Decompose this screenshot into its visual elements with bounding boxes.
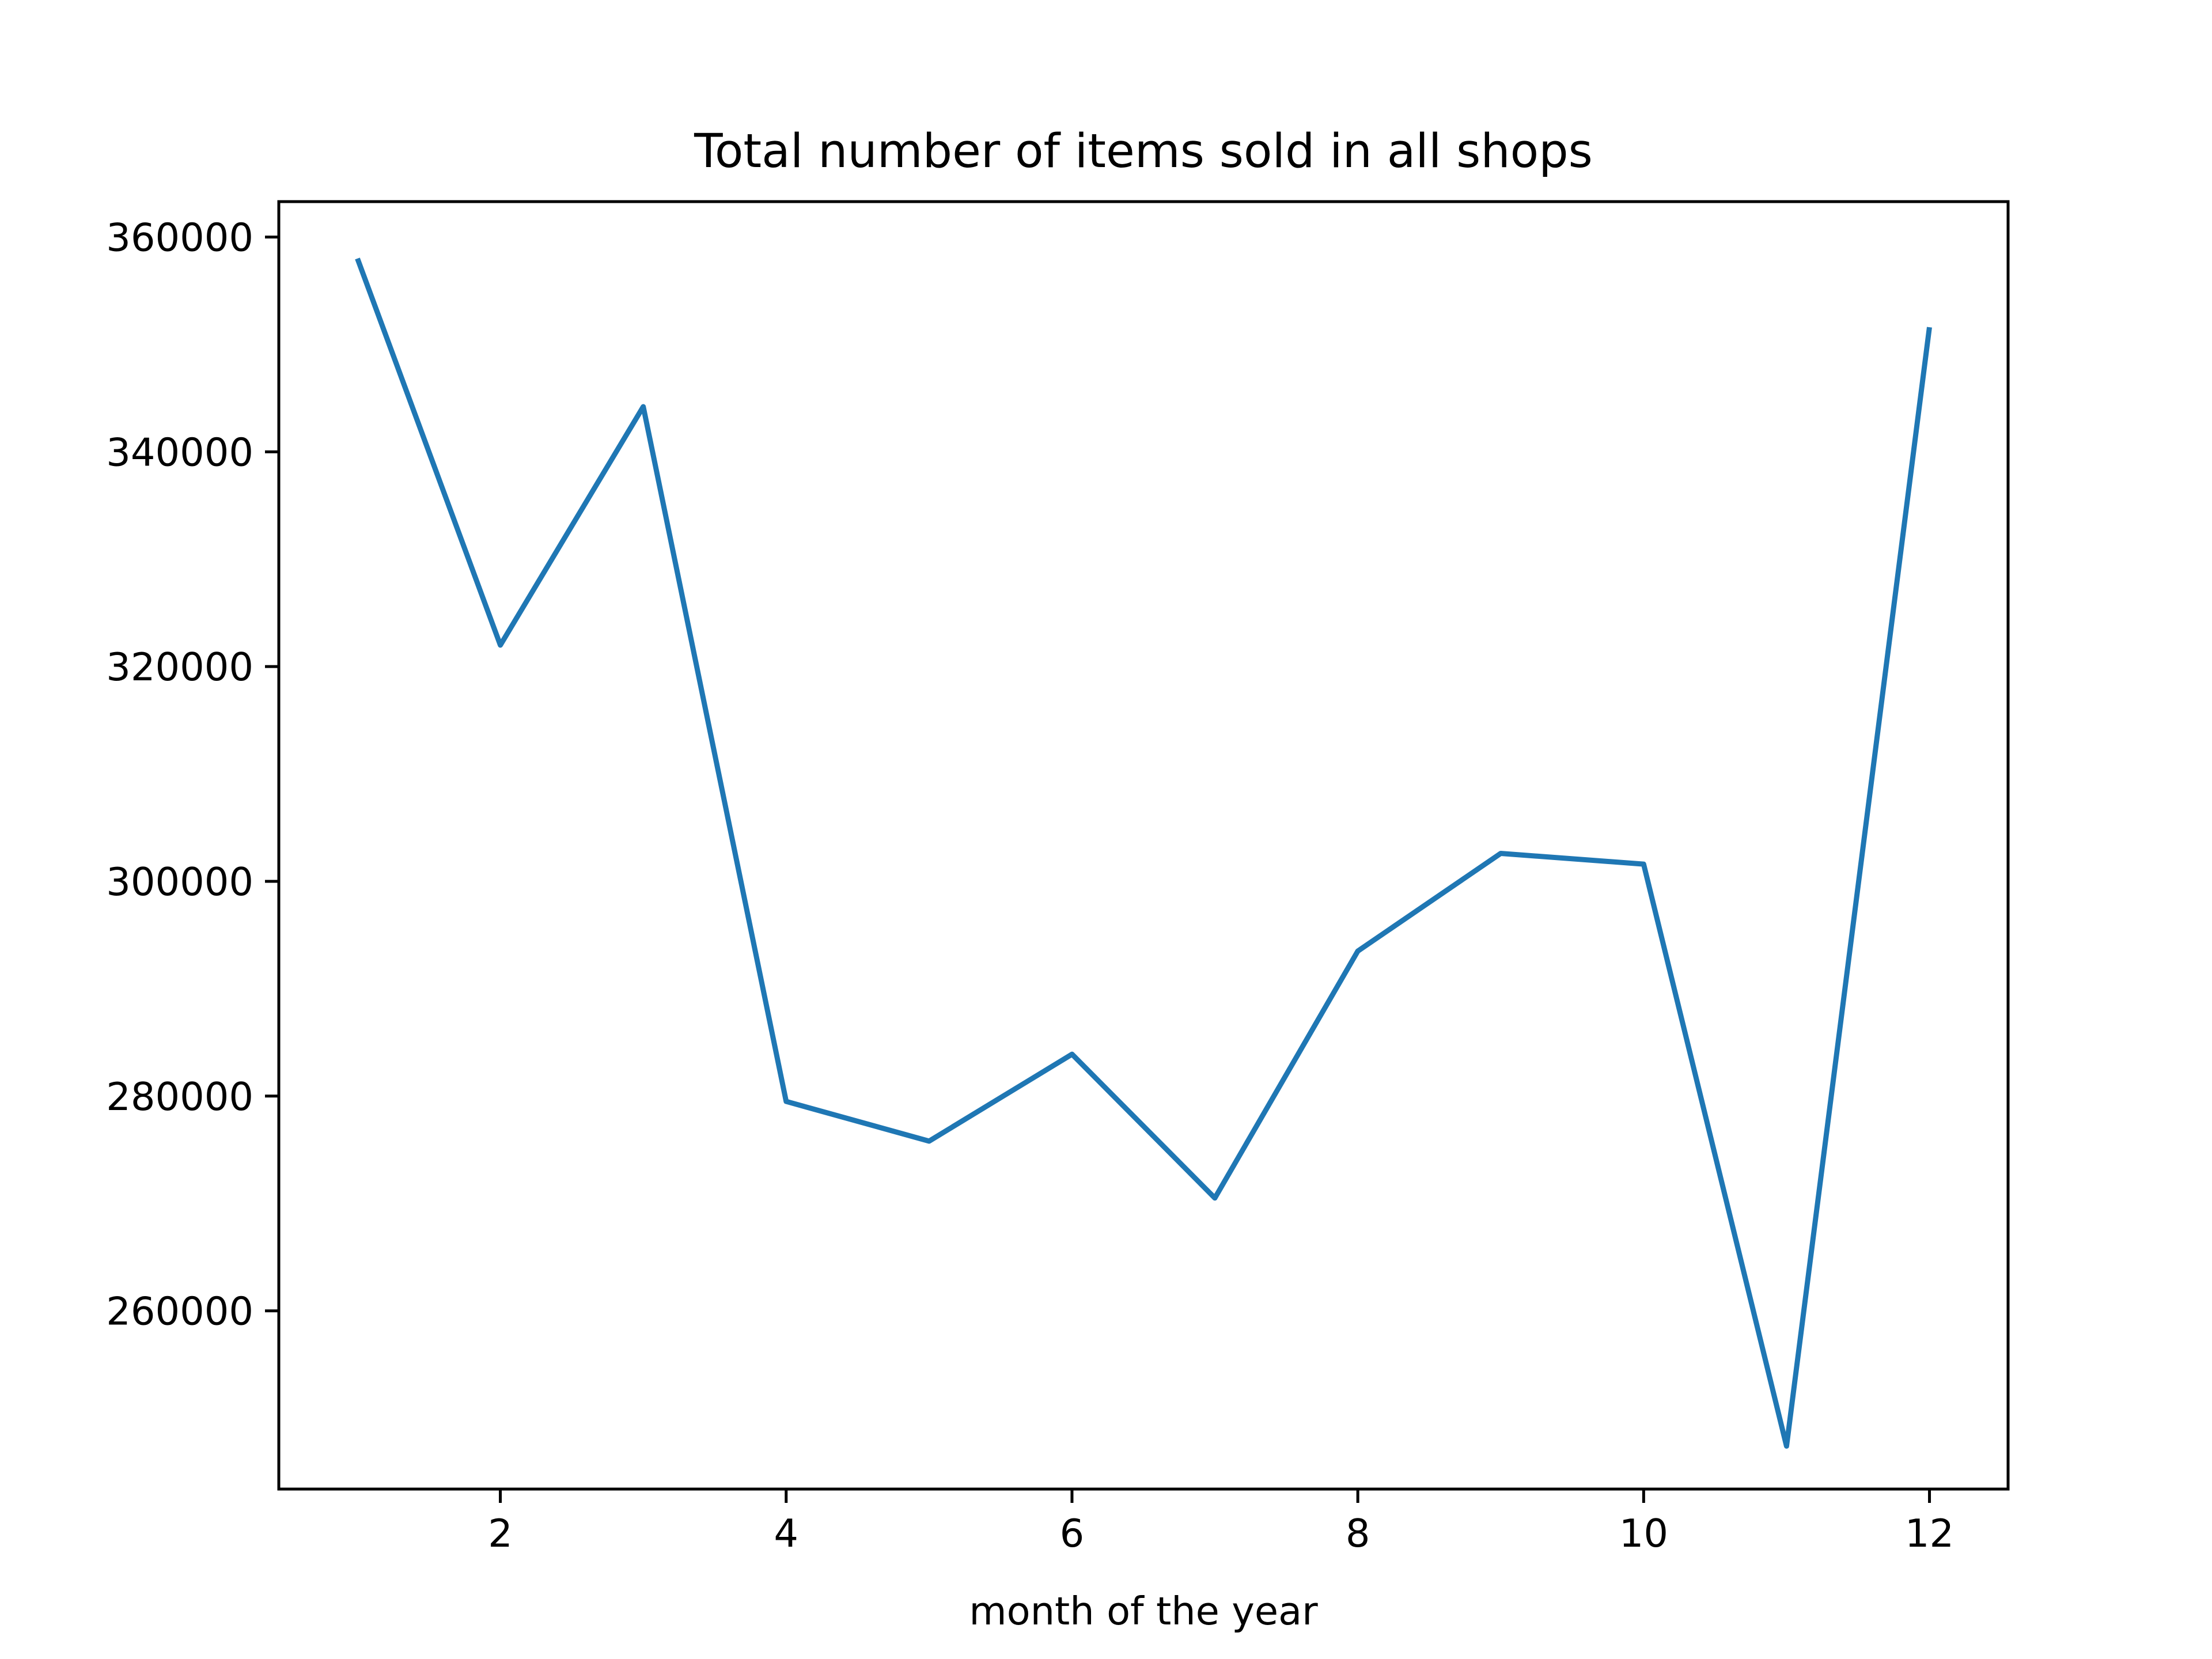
y-tick-label: 340000 (106, 430, 253, 475)
axes-frame (277, 200, 2010, 1491)
y-axis: 260000 280000 300000 320000 340000 360000 (106, 215, 279, 1334)
y-tick-label: 280000 (106, 1074, 253, 1119)
x-tick-label: 2 (488, 1511, 513, 1556)
x-tick-label: 4 (774, 1511, 798, 1556)
plot-area (355, 257, 1932, 1449)
x-tick-label: 12 (1905, 1511, 1954, 1556)
y-tick-label: 360000 (106, 215, 253, 260)
y-tick-label: 320000 (106, 645, 253, 690)
x-tick-label: 8 (1346, 1511, 1370, 1556)
x-tick-label: 10 (1619, 1511, 1668, 1556)
x-tick-label: 6 (1060, 1511, 1085, 1556)
y-tick-label: 260000 (106, 1289, 253, 1334)
chart-title: Total number of items sold in all shops (694, 124, 1593, 179)
y-tick-label: 300000 (106, 859, 253, 904)
x-axis-label: month of the year (969, 1589, 1318, 1634)
x-axis: 2 4 6 8 10 12 (488, 1489, 1954, 1556)
series-line-0 (355, 257, 1932, 1449)
